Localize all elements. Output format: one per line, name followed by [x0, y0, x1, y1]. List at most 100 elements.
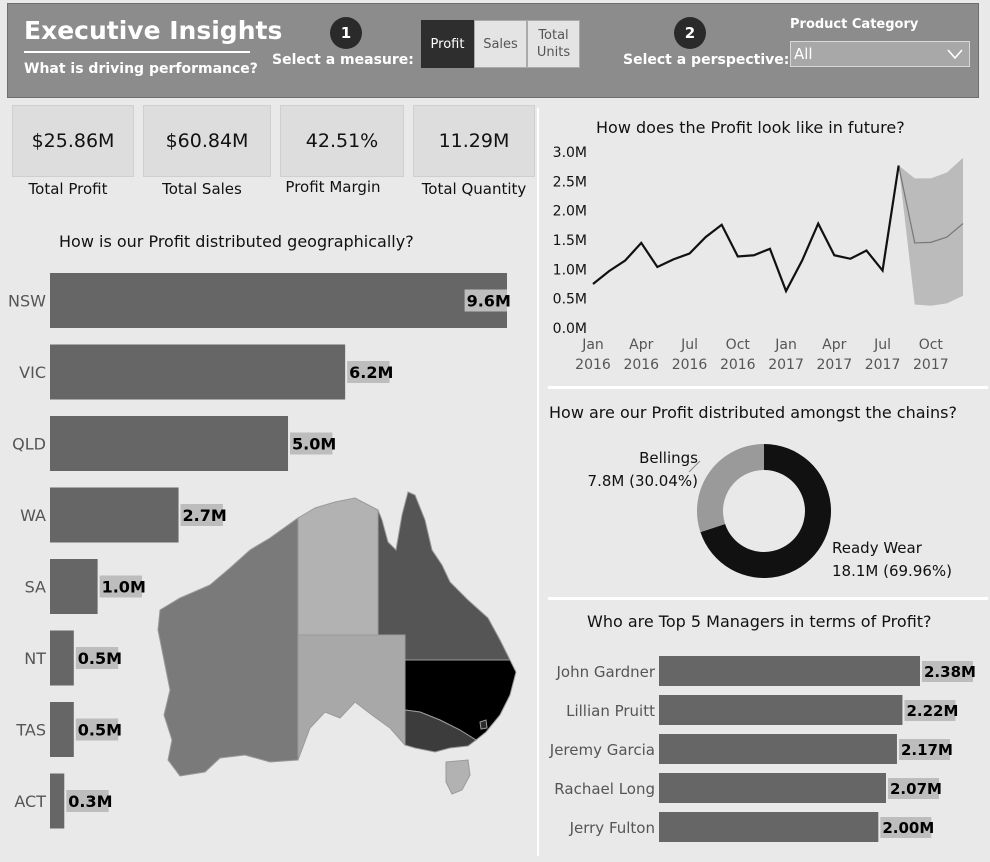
step-2-badge: 2 — [674, 17, 706, 49]
kpi-label-total-quantity: Total Quantity — [421, 180, 527, 198]
forecast-ytick-0: 0.0M — [553, 321, 587, 337]
step-2-label: Select a perspective: — [623, 52, 790, 68]
forecast-ytick-5: 2.5M — [553, 174, 587, 190]
managers-chart-title: Who are Top 5 Managers in terms of Profi… — [587, 612, 932, 631]
forecast-xtick-year-0: 2016 — [575, 357, 611, 373]
forecast-xtick-year-7: 2017 — [913, 357, 949, 373]
kpi-card-total-quantity: 11.29M — [413, 105, 535, 177]
manager-data-label-lillian-pruitt: 2.22M — [906, 702, 958, 720]
product-category-label: Product Category — [790, 17, 919, 32]
map-region-act[interactable] — [479, 719, 488, 730]
manager-label-bg-jerry-fulton — [880, 817, 932, 838]
kpi-value-total-sales: $60.84M — [165, 130, 249, 152]
australia-map-icon — [157, 491, 517, 795]
forecast-chart-title: How does the Profit look like in future? — [596, 118, 905, 137]
profit-actual-line[interactable] — [592, 165, 900, 294]
geo-bar-wa[interactable] — [50, 487, 179, 543]
geo-data-label-tas: 0.5M — [78, 721, 122, 740]
forecast-xtick-month-7: Oct — [919, 337, 944, 353]
header-banner: Executive Insights What is driving perfo… — [7, 3, 979, 98]
forecast-xtick-month-6: Jul — [873, 337, 891, 353]
geo-label-bg-tas — [75, 718, 119, 741]
geo-data-label-qld: 5.0M — [292, 435, 336, 454]
donut-label-ready-wear: 18.1M (69.96%) — [832, 562, 952, 580]
geo-label-bg-nsw — [464, 289, 507, 312]
geo-bar-nsw[interactable] — [50, 273, 507, 328]
manager-tick-john-gardner: John Gardner — [555, 663, 655, 681]
geo-label-bg-wa — [180, 504, 223, 526]
geo-bar-tas[interactable] — [50, 702, 74, 757]
donut-label-bellings: 7.8M (30.04%) — [588, 472, 698, 490]
forecast-line-chart: 0.0M 0.5M 1.0M 1.5M 2.0M 2.5M 3.0M Jan 2016 Apr 20… — [553, 145, 964, 373]
forecast-xtick-month-5: Apr — [822, 337, 846, 353]
measure-total-units-button[interactable]: Total Units — [527, 20, 580, 68]
manager-data-label-john-gardner: 2.38M — [924, 663, 976, 681]
manager-label-bg-lillian-pruitt — [904, 700, 956, 721]
chains-donut-chart: Ready Wear 18.1M (69.96%) Bellings 7.8M (30… — [588, 444, 952, 580]
product-category-dropdown[interactable]: All — [790, 41, 970, 67]
kpi-value-total-quantity: 11.29M — [438, 130, 510, 152]
kpi-card-total-profit: $25.86M — [12, 105, 134, 177]
product-category-value: All — [794, 45, 813, 63]
forecast-xtick-year-1: 2016 — [623, 357, 659, 373]
horizontal-divider-top — [548, 386, 988, 389]
geo-data-label-vic: 6.2M — [349, 363, 393, 382]
forecast-xtick-month-3: Oct — [726, 337, 751, 353]
forecast-ytick-2: 1.0M — [553, 262, 587, 278]
manager-bar-jerry-fulton[interactable] — [659, 812, 879, 842]
measure-profit-button[interactable]: Profit — [421, 20, 474, 68]
manager-tick-jeremy-garcia: Jeremy Garcia — [549, 741, 655, 759]
manager-label-bg-jeremy-garcia — [898, 739, 950, 760]
geo-data-label-act: 0.3M — [68, 792, 112, 811]
geo-bar-act[interactable] — [50, 773, 65, 829]
geo-tick-nsw: NSW — [8, 292, 46, 311]
geo-data-label-nsw: 9.6M — [467, 292, 511, 311]
measure-sales-button[interactable]: Sales — [474, 20, 527, 68]
forecast-ytick-3: 1.5M — [553, 233, 587, 249]
manager-data-label-jeremy-garcia: 2.17M — [901, 741, 953, 759]
manager-data-label-jerry-fulton: 2.00M — [882, 819, 934, 837]
geo-data-label-nt: 0.5M — [78, 649, 122, 668]
geo-bar-sa[interactable] — [50, 559, 98, 614]
geo-tick-wa: WA — [20, 506, 46, 525]
geo-data-label-wa: 2.7M — [183, 506, 227, 525]
map-region-tas[interactable] — [445, 759, 471, 795]
geo-tick-qld: QLD — [12, 435, 46, 454]
kpi-label-total-sales: Total Sales — [162, 180, 242, 198]
manager-bar-rachael-long[interactable] — [659, 773, 887, 803]
step-1-badge: 1 — [330, 17, 362, 49]
geo-data-label-sa: 1.0M — [102, 578, 146, 597]
title-block: Executive Insights What is driving perfo… — [24, 14, 283, 77]
geo-bar-vic[interactable] — [50, 344, 346, 400]
step-1-label: Select a measure: — [272, 52, 414, 68]
geo-label-bg-nt — [75, 647, 119, 669]
geo-bar-nt[interactable] — [50, 630, 74, 686]
donut-leader-bellings — [688, 460, 701, 473]
kpi-card-profit-margin: 42.51% — [280, 105, 404, 177]
dashboard-title: Executive Insights — [24, 16, 283, 45]
manager-bar-jeremy-garcia[interactable] — [659, 734, 897, 764]
geo-bar-qld[interactable] — [50, 416, 289, 471]
forecast-xtick-month-0: Jan — [581, 337, 604, 353]
map-region-wa[interactable] — [157, 517, 299, 777]
geo-tick-sa: SA — [25, 578, 46, 597]
manager-bar-lillian-pruitt[interactable] — [659, 695, 903, 725]
manager-label-bg-john-gardner — [922, 661, 973, 682]
donut-slice-ready-wear[interactable] — [700, 444, 831, 578]
geo-label-bg-qld — [290, 432, 333, 455]
forecast-xtick-year-4: 2017 — [768, 357, 804, 373]
dashboard-subtitle: What is driving performance? — [24, 61, 258, 77]
manager-tick-rachael-long: Rachael Long — [554, 780, 655, 798]
geo-label-bg-sa — [99, 575, 143, 598]
map-region-vic[interactable] — [404, 709, 477, 753]
chevron-down-icon — [947, 49, 963, 60]
forecast-xtick-year-6: 2017 — [865, 357, 901, 373]
manager-bar-john-gardner[interactable] — [659, 656, 920, 686]
forecast-xtick-month-4: Jan — [774, 337, 797, 353]
geo-bar-chart: NSW 9.6M VIC 6.2M QLD 5.0M WA 2.7M SA 1.0M NT 0.5M T… — [8, 273, 511, 829]
geo-label-bg-act — [66, 790, 109, 812]
donut-slice-bellings[interactable] — [697, 444, 764, 533]
forecast-ytick-6: 3.0M — [553, 145, 587, 161]
geo-tick-tas: TAS — [15, 721, 46, 740]
manager-data-label-rachael-long: 2.07M — [890, 780, 942, 798]
